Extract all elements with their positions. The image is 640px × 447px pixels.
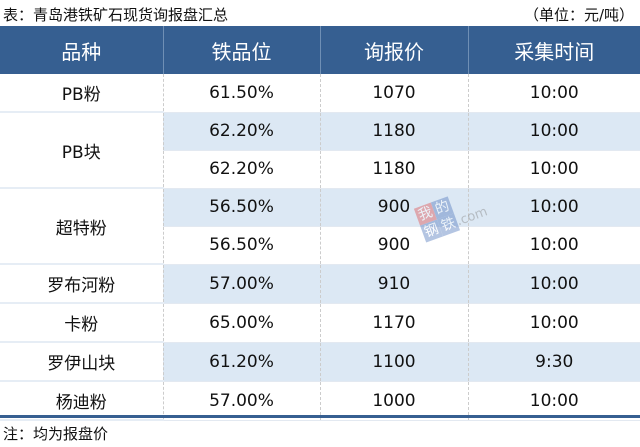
price-cell: 910: [320, 264, 469, 304]
variety-cell: 超特粉: [0, 188, 164, 265]
table-row: PB粉 61.50% 1070 10:00: [0, 74, 640, 113]
grade-cell: 61.20%: [163, 342, 321, 382]
grade-cell: 56.50%: [163, 226, 321, 265]
col-header-price: 询报价: [320, 26, 469, 74]
time-cell: 10:00: [468, 264, 640, 304]
table-row: 62.20% 1180 10:00: [0, 150, 640, 189]
table-row: 56.50% 900 10:00: [0, 226, 640, 265]
price-cell: 1000: [320, 381, 469, 421]
grade-cell: 62.20%: [163, 150, 321, 189]
price-table: 品种 铁品位 询报价 采集时间 PB粉 61.50% 1070 10:00 PB块 62.…: [0, 26, 640, 421]
price-cell: 900: [320, 188, 469, 227]
table-row: 卡粉 65.00% 1170 10:00: [0, 303, 640, 343]
price-cell: 900: [320, 226, 469, 265]
variety-cell: 卡粉: [0, 303, 164, 343]
time-cell: 10:00: [468, 226, 640, 265]
table-bottom-border: [0, 415, 640, 418]
col-header-variety: 品种: [0, 26, 164, 74]
table-title: 表：青岛港铁矿石现货询报盘汇总: [3, 6, 229, 24]
table-row: 超特粉 56.50% 900 10:00: [0, 188, 640, 265]
time-cell: 10:00: [468, 381, 640, 421]
grade-cell: 65.00%: [163, 303, 321, 343]
grade-cell: 57.00%: [163, 264, 321, 304]
unit-label: （单位：元/吨）: [523, 6, 634, 24]
footnote: 注：均为报盘价: [3, 425, 109, 443]
price-cell: 1070: [320, 74, 469, 113]
grade-cell: 61.50%: [163, 74, 321, 113]
table-row: PB块 62.20% 1180 10:00: [0, 112, 640, 189]
variety-cell: PB粉: [0, 74, 164, 113]
grade-cell: 62.20%: [163, 112, 321, 151]
grade-cell: 57.00%: [163, 381, 321, 421]
variety-cell: 杨迪粉: [0, 381, 164, 421]
table-row: 罗布河粉 57.00% 910 10:00: [0, 264, 640, 304]
price-cell: 1170: [320, 303, 469, 343]
variety-cell: 罗布河粉: [0, 264, 164, 304]
col-header-time: 采集时间: [468, 26, 640, 74]
time-cell: 9:30: [468, 342, 640, 382]
time-cell: 10:00: [468, 74, 640, 113]
col-header-grade: 铁品位: [163, 26, 321, 74]
time-cell: 10:00: [468, 150, 640, 189]
variety-cell: 罗伊山块: [0, 342, 164, 382]
variety-cell: PB块: [0, 112, 164, 189]
price-cell: 1180: [320, 112, 469, 151]
grade-cell: 56.50%: [163, 188, 321, 227]
price-cell: 1100: [320, 342, 469, 382]
time-cell: 10:00: [468, 303, 640, 343]
header-row: 品种 铁品位 询报价 采集时间: [0, 26, 640, 74]
table-row: 杨迪粉 57.00% 1000 10:00: [0, 381, 640, 421]
time-cell: 10:00: [468, 112, 640, 151]
time-cell: 10:00: [468, 188, 640, 227]
table-row: 罗伊山块 61.20% 1100 9:30: [0, 342, 640, 382]
price-cell: 1180: [320, 150, 469, 189]
